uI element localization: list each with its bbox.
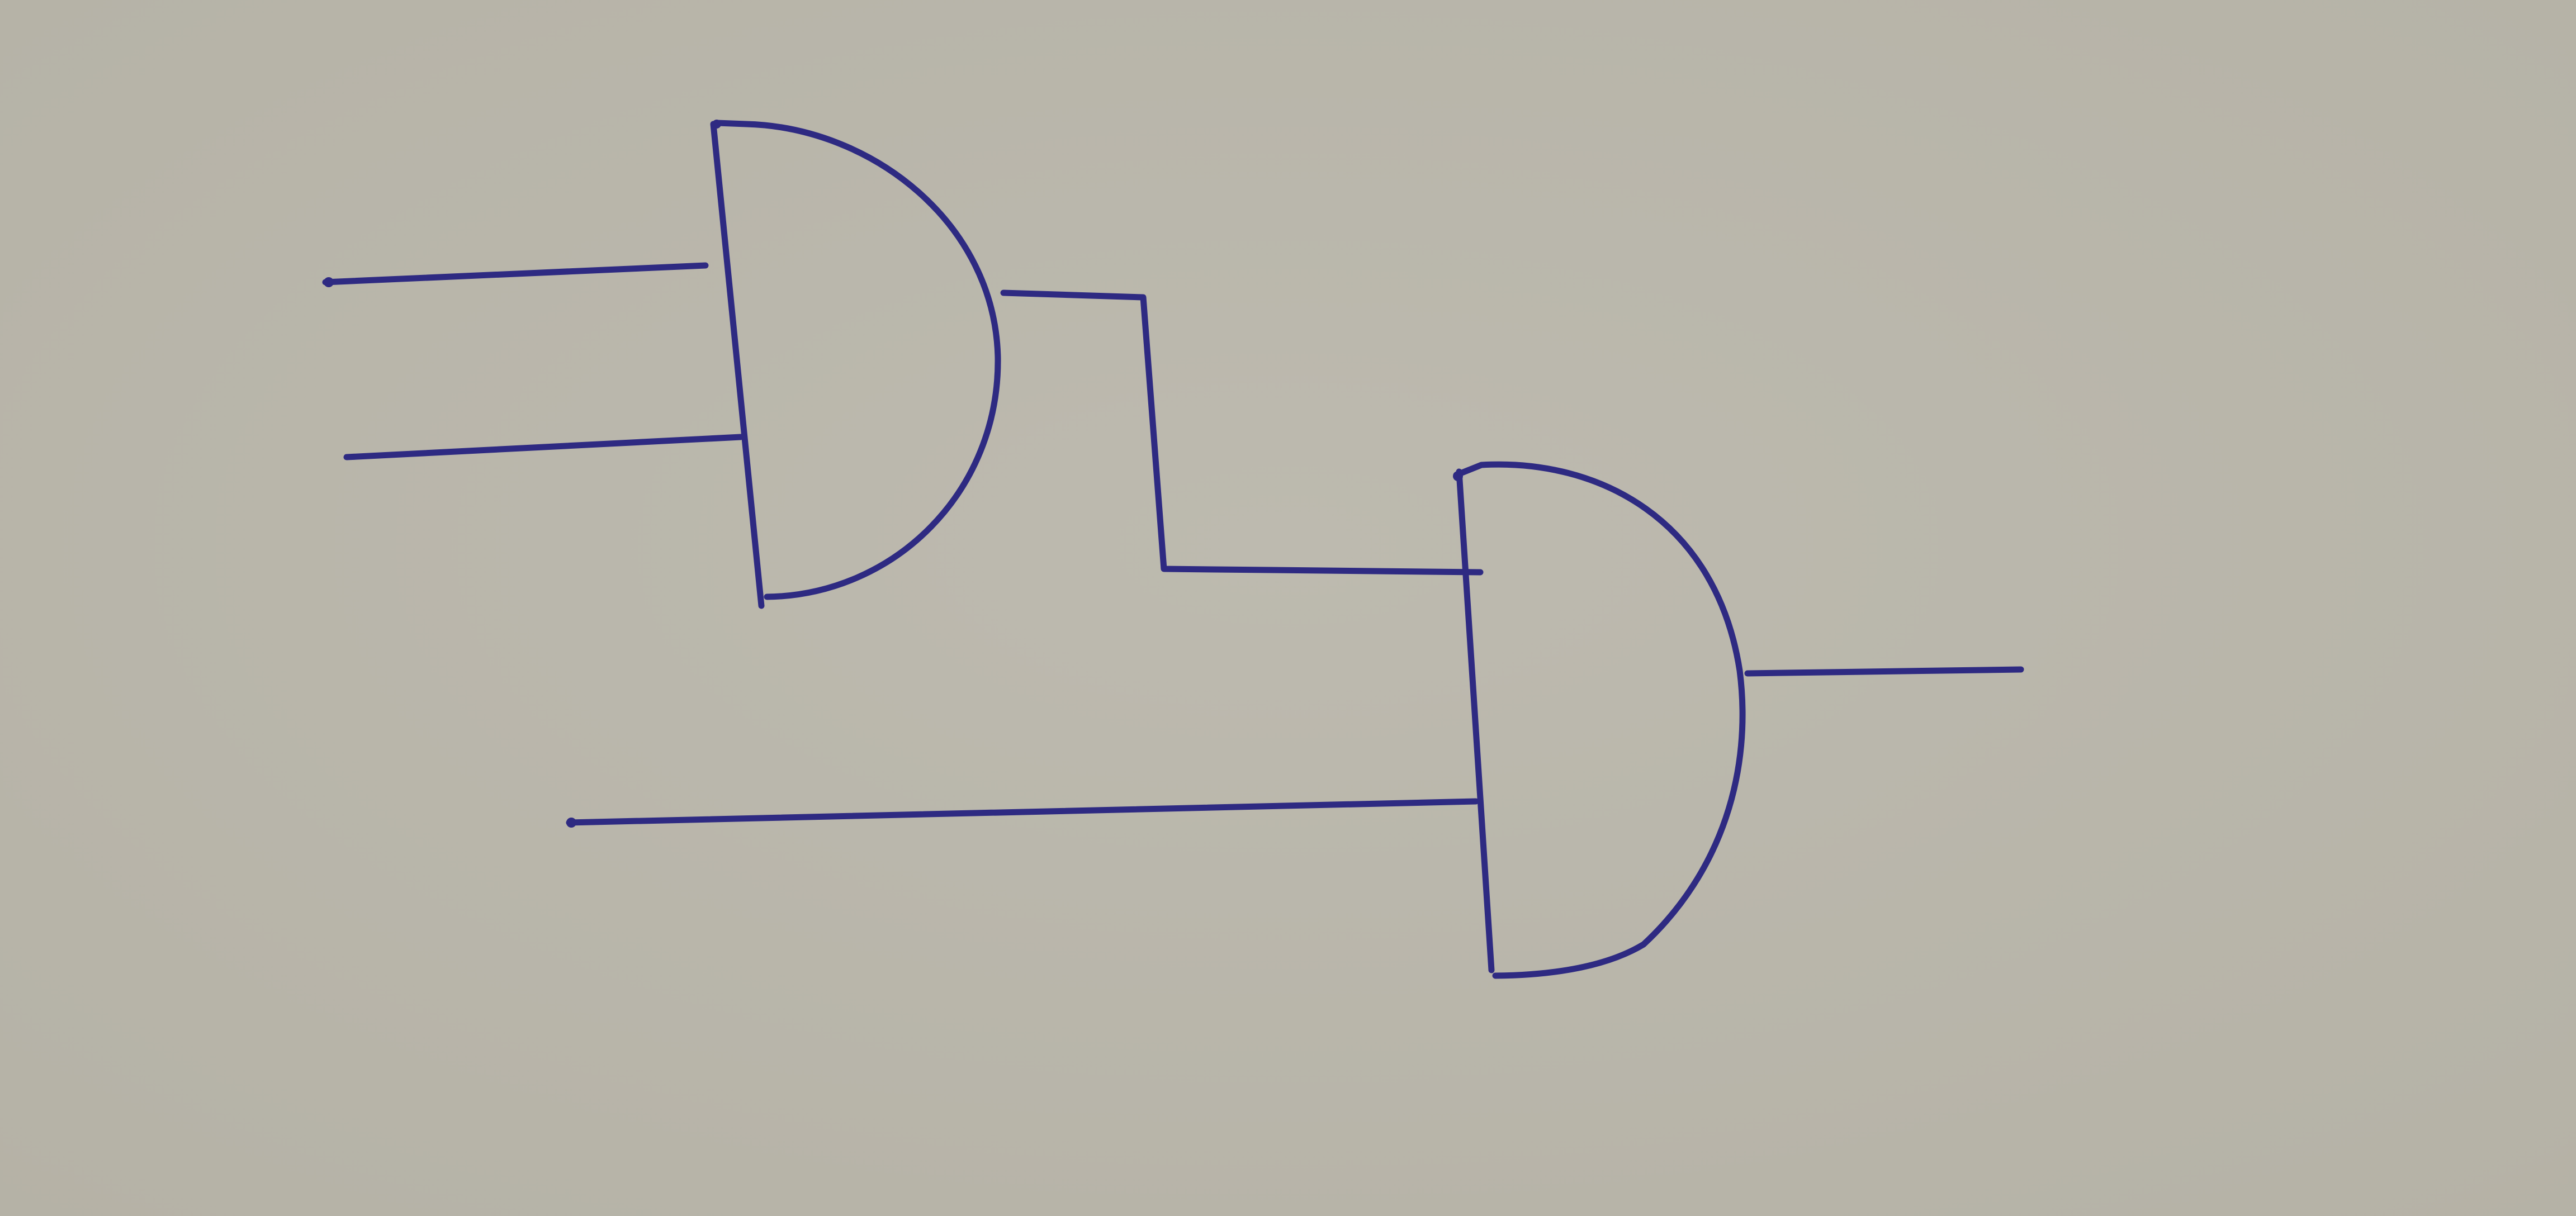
input-wire-b (343, 434, 744, 460)
ink-dot (712, 120, 721, 129)
and-gate-2-body-curve (1453, 461, 1746, 979)
and-gate-1-back-edge (710, 121, 765, 609)
and-gate-1 (710, 120, 1001, 609)
and-gate-1-body-curve (714, 120, 1001, 600)
and-gate-2 (1453, 461, 1746, 979)
ink-dot (1453, 471, 1463, 481)
ink-dot (566, 818, 576, 828)
wire-gate1-to-gate2 (1000, 289, 1484, 576)
ink-dots (324, 120, 1463, 828)
input-wire-c (566, 798, 1479, 826)
ink-dot (324, 277, 334, 287)
input-wire-a (322, 262, 709, 286)
and-gate-2-back-edge (1456, 468, 1495, 973)
output-wire (1744, 666, 2024, 677)
